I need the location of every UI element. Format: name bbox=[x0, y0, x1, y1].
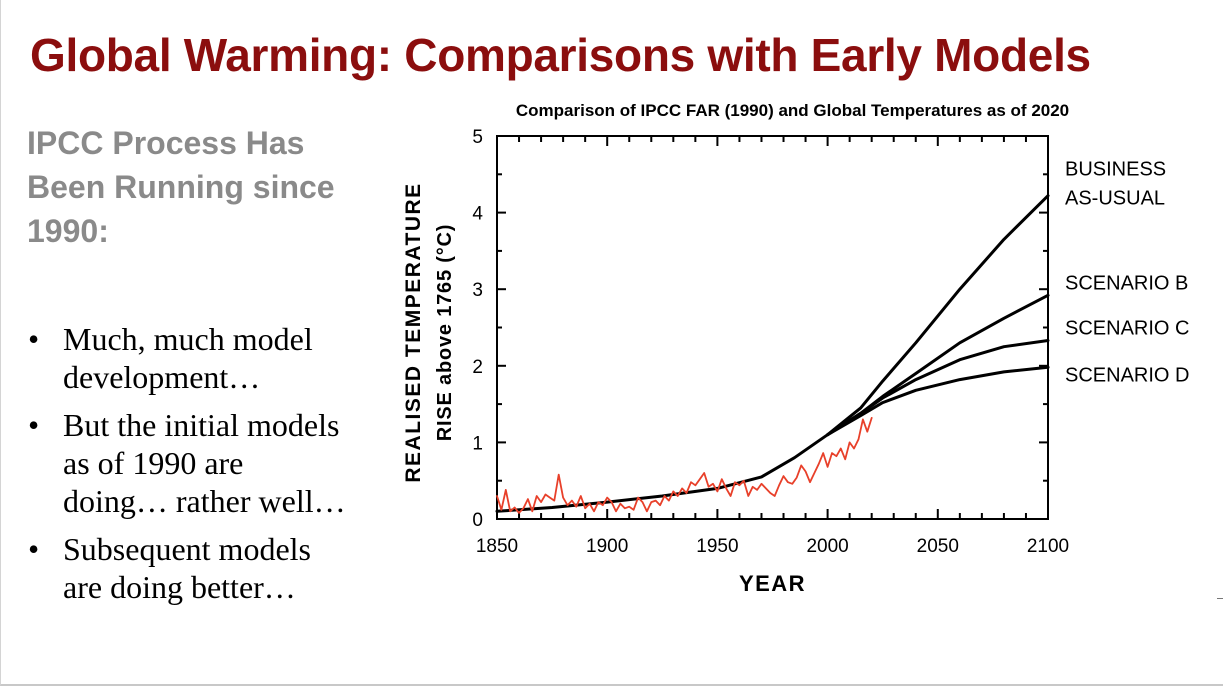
plot-frame bbox=[496, 135, 1049, 520]
subheading-line: IPCC Process Has bbox=[27, 125, 305, 161]
temperature-chart: Comparison of IPCC FAR (1990) and Global… bbox=[402, 101, 1189, 596]
scenario-label: SCENARIO D bbox=[1065, 364, 1189, 386]
subheading: IPCC Process Has Been Running since 1990… bbox=[27, 121, 387, 253]
y-axis-label-line: REALISED TEMPERATURE bbox=[402, 182, 425, 482]
scenario-label: SCENARIO C bbox=[1065, 318, 1189, 340]
x-tick-label: 1950 bbox=[696, 536, 738, 557]
bullet-item: Subsequent models are doing better… bbox=[28, 530, 388, 606]
x-tick-label: 2100 bbox=[1027, 536, 1069, 557]
subheading-line: Been Running since bbox=[27, 169, 335, 205]
bullet-item: Much, much model development… bbox=[28, 320, 388, 396]
bullet-line: doing… rather well… bbox=[63, 483, 346, 519]
scenario-line bbox=[495, 194, 1050, 513]
scenario-label: AS-USUAL bbox=[1065, 188, 1165, 210]
bullet-line: Subsequent models bbox=[63, 531, 311, 567]
y-tick-label: 1 bbox=[472, 433, 483, 454]
y-tick-label: 0 bbox=[472, 510, 483, 531]
scenario-label: SCENARIO B bbox=[1065, 272, 1188, 294]
x-tick-label: 2000 bbox=[806, 536, 848, 557]
x-tick-label: 1850 bbox=[476, 536, 518, 557]
scenario-line bbox=[826, 339, 1050, 437]
bullet-line: Much, much model bbox=[63, 321, 313, 357]
chart-title: Comparison of IPCC FAR (1990) and Global… bbox=[516, 101, 1069, 120]
y-tick-label: 4 bbox=[472, 204, 483, 225]
bullet-list: Much, much model development… But the in… bbox=[28, 320, 388, 616]
slide-title: Global Warming: Comparisons with Early M… bbox=[30, 29, 1091, 81]
subheading-line: 1990: bbox=[27, 213, 109, 249]
bullet-line: are doing better… bbox=[63, 569, 296, 605]
bullet-line: as of 1990 are bbox=[63, 445, 244, 481]
y-tick-label: 5 bbox=[472, 127, 483, 148]
bullet-line: But the initial models bbox=[63, 407, 340, 443]
bullet-line: development… bbox=[63, 359, 261, 395]
y-tick-label: 3 bbox=[472, 280, 483, 301]
scenario-label: BUSINESS bbox=[1065, 159, 1166, 181]
y-tick-label: 2 bbox=[472, 357, 483, 378]
corner-mark bbox=[1217, 598, 1223, 599]
scenario-line bbox=[826, 365, 1050, 437]
x-tick-label: 2050 bbox=[917, 536, 959, 557]
x-tick-label: 1900 bbox=[586, 536, 628, 557]
bullet-item: But the initial models as of 1990 are do… bbox=[28, 406, 388, 520]
observed-temperature-line bbox=[496, 416, 873, 514]
y-axis-label-line: RISE above 1765 (°C) bbox=[434, 224, 456, 441]
x-axis-label: YEAR bbox=[739, 571, 806, 596]
